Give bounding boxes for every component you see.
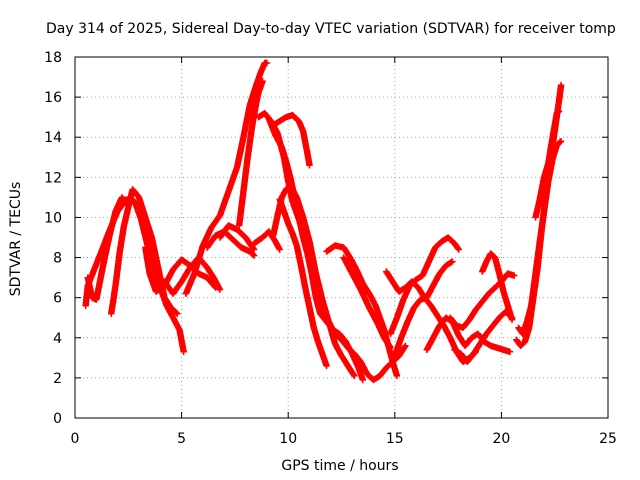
series-track-21 [423, 314, 514, 355]
x-axis-label: GPS time / hours [281, 458, 398, 474]
y-tick-label: 2 [53, 371, 62, 387]
data-point [250, 246, 258, 253]
data-point [180, 348, 187, 355]
series-track-19 [387, 234, 462, 337]
data-point [455, 246, 462, 253]
data-point [276, 246, 283, 253]
data-point [557, 81, 565, 89]
data-point [507, 313, 515, 321]
series-track-16 [323, 242, 401, 380]
x-tick-labels: 0 5 10 15 20 25 [71, 431, 617, 447]
data-point [511, 272, 518, 279]
series-track-27 [532, 107, 563, 221]
series-track-2 [84, 194, 132, 303]
y-tick-label: 12 [44, 170, 62, 186]
data-markers [82, 59, 565, 384]
data-point [306, 162, 313, 169]
data-point [216, 286, 224, 293]
data-point [359, 376, 366, 384]
series-track-17 [340, 254, 394, 351]
series-track-12 [270, 182, 358, 380]
series-track-20 [391, 258, 456, 359]
data-point [174, 310, 181, 317]
y-tick-label: 0 [53, 411, 62, 427]
series-track-24 [451, 308, 516, 365]
x-tick-label: 5 [177, 431, 186, 447]
axis-ticks [74, 56, 609, 419]
x-tick-label: 15 [386, 431, 404, 447]
data-point [557, 138, 564, 146]
x-tick-label: 10 [279, 431, 297, 447]
series-track-15 [276, 196, 330, 370]
data-point [402, 342, 409, 349]
x-tick-label: 0 [71, 431, 80, 447]
series-track-14 [270, 112, 313, 169]
data-point [508, 314, 516, 321]
data-point [250, 251, 257, 258]
y-tick-label: 8 [53, 251, 62, 267]
data-point [259, 77, 266, 85]
y-tick-label: 6 [53, 291, 62, 307]
series-track-3 [108, 186, 181, 317]
series-track-6 [182, 59, 271, 297]
x-tick-label: 20 [492, 431, 510, 447]
data-point [173, 309, 180, 317]
series-track-9 [236, 77, 266, 229]
y-tick-label: 18 [44, 50, 62, 66]
data-point [387, 344, 394, 351]
y-tick-labels: 0 2 4 6 8 10 12 14 16 18 [44, 50, 62, 427]
plot-frame [74, 56, 609, 419]
y-tick-label: 16 [44, 90, 62, 106]
data-point [351, 372, 358, 380]
data-point [557, 138, 565, 145]
data-point [454, 245, 462, 252]
data-point [449, 258, 456, 265]
series-track-26 [515, 138, 565, 337]
data-point [555, 107, 563, 115]
data-point [393, 372, 401, 380]
y-tick-label: 4 [53, 331, 62, 347]
data-point [323, 362, 330, 370]
series-track-8 [216, 222, 258, 253]
y-tick-label: 10 [44, 210, 62, 226]
data-point [506, 348, 514, 355]
data-point [263, 59, 271, 67]
y-axis-label: SDTVAR / TECUs [8, 182, 24, 297]
x-tick-label: 25 [599, 431, 617, 447]
chart-title: Day 314 of 2025, Sidereal Day-to-day VTE… [46, 21, 616, 37]
data-point [250, 252, 258, 259]
series-track-13 [250, 228, 283, 253]
y-tick-label: 14 [44, 130, 62, 146]
